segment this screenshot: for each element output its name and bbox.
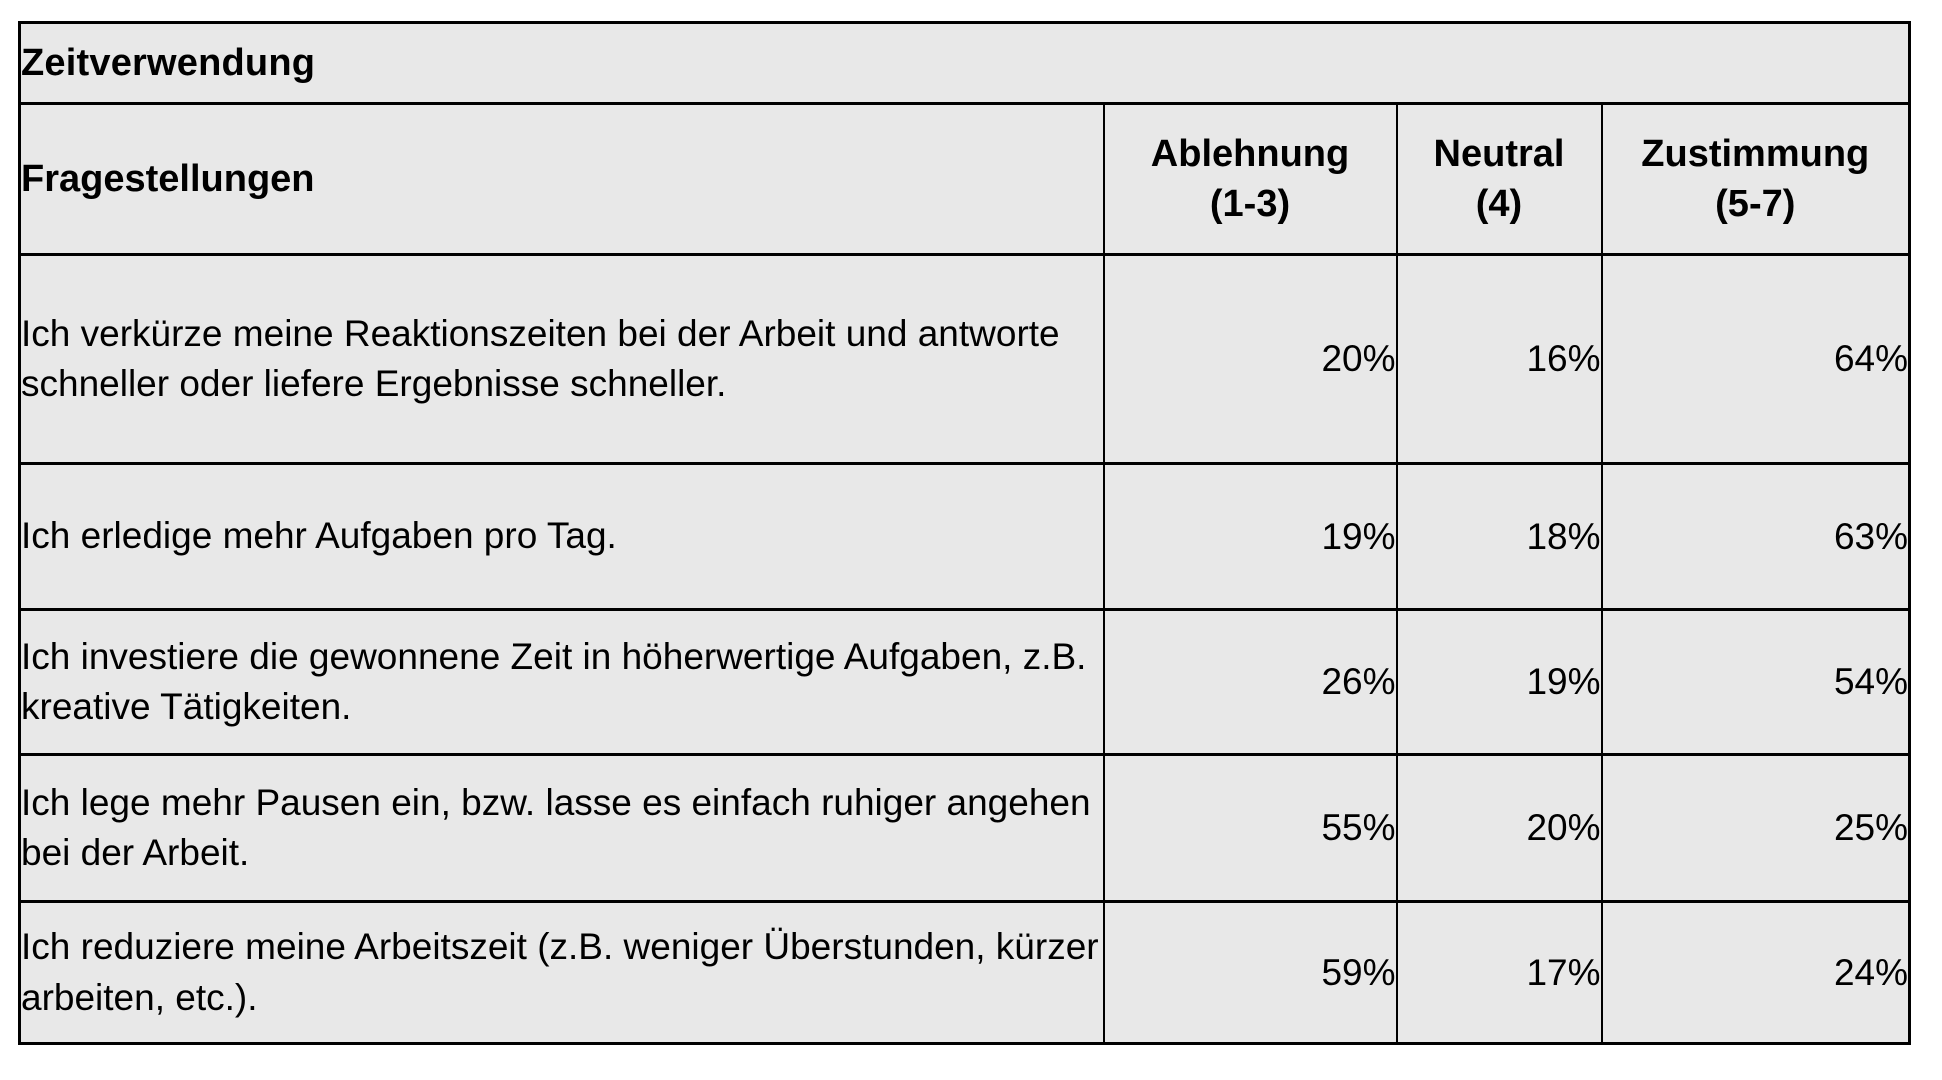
value-cell-zustimmung: 25% <box>1600 753 1911 903</box>
table-row: Ich erledige mehr Aufgaben pro Tag. 19% … <box>18 462 1911 611</box>
value-cell-zustimmung: 64% <box>1600 253 1911 465</box>
value-cell-neutral: 20% <box>1395 753 1603 903</box>
value-cell-ablehnung: 26% <box>1102 608 1398 756</box>
header-scale-range: (5-7) <box>1715 183 1796 225</box>
column-header-neutral: Neutral (4) <box>1395 102 1603 256</box>
value-cell-zustimmung: 63% <box>1600 462 1911 611</box>
column-header-ablehnung: Ablehnung (1-3) <box>1102 102 1398 256</box>
value-cell-zustimmung: 54% <box>1600 608 1911 756</box>
header-label: Ablehnung <box>1150 132 1350 175</box>
header-scale-range: (1-3) <box>1209 183 1291 225</box>
value-cell-neutral: 17% <box>1395 900 1603 1045</box>
header-scale-range: (4) <box>1475 183 1523 225</box>
value-cell-neutral: 19% <box>1395 608 1603 756</box>
question-cell: Ich investiere die gewonnene Zeit in höh… <box>18 608 1105 756</box>
question-cell: Ich reduziere meine Arbeitszeit (z.B. we… <box>18 900 1105 1045</box>
value-cell-ablehnung: 59% <box>1102 900 1398 1045</box>
table-row: Ich reduziere meine Arbeitszeit (z.B. we… <box>18 900 1911 1045</box>
question-cell: Ich verkürze meine Reaktionszeiten bei d… <box>18 253 1105 465</box>
header-label: Zustimmung <box>1641 132 1870 175</box>
value-cell-ablehnung: 55% <box>1102 753 1398 903</box>
header-label: Neutral <box>1433 132 1565 175</box>
column-header-fragestellungen: Fragestellungen <box>18 102 1105 256</box>
table-header-row: Fragestellungen Ablehnung (1-3) Neutral … <box>18 102 1911 256</box>
table-row: Ich verkürze meine Reaktionszeiten bei d… <box>18 253 1911 465</box>
value-cell-ablehnung: 20% <box>1102 253 1398 465</box>
table-title-row: Zeitverwendung <box>18 21 1911 105</box>
table-row: Ich lege mehr Pausen ein, bzw. lasse es … <box>18 753 1911 903</box>
value-cell-ablehnung: 19% <box>1102 462 1398 611</box>
value-cell-zustimmung: 24% <box>1600 900 1911 1045</box>
question-cell: Ich erledige mehr Aufgaben pro Tag. <box>18 462 1105 611</box>
column-header-zustimmung: Zustimmung (5-7) <box>1600 102 1911 256</box>
table-title: Zeitverwendung <box>18 21 1911 105</box>
survey-table: Zeitverwendung Fragestellungen Ablehnung… <box>18 21 1912 1045</box>
value-cell-neutral: 16% <box>1395 253 1603 465</box>
question-cell: Ich lege mehr Pausen ein, bzw. lasse es … <box>18 753 1105 903</box>
value-cell-neutral: 18% <box>1395 462 1603 611</box>
table-row: Ich investiere die gewonnene Zeit in höh… <box>18 608 1911 756</box>
